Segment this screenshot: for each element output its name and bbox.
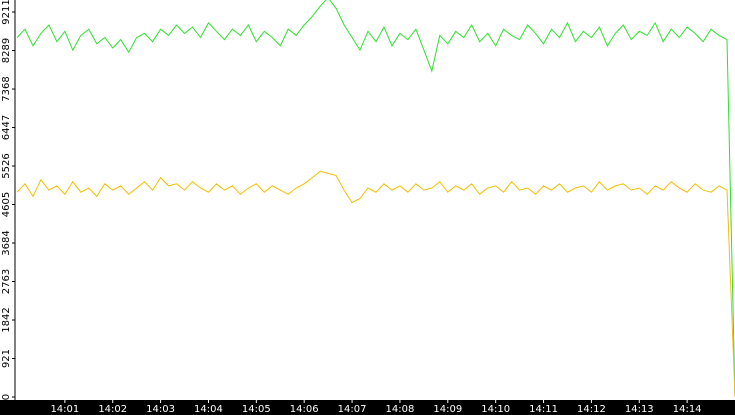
y-tick-label: 921 xyxy=(1,349,12,368)
y-tick-label: 8289 xyxy=(1,38,12,63)
x-tick-label: 14:08 xyxy=(386,404,415,415)
y-tick-label: 7368 xyxy=(1,76,12,101)
y-tick-label: 5526 xyxy=(1,153,12,178)
series-line xyxy=(16,170,735,398)
x-tick-label: 14:03 xyxy=(146,404,175,415)
series-line xyxy=(16,0,735,398)
x-tick-label: 14:02 xyxy=(98,404,127,415)
x-tick-label: 14:06 xyxy=(290,404,319,415)
x-tick-label: 14:12 xyxy=(577,404,606,415)
x-tick-label: 14:10 xyxy=(481,404,510,415)
y-tick-label: 2763 xyxy=(1,269,12,294)
x-tick-label: 14:07 xyxy=(338,404,367,415)
x-axis-band xyxy=(0,400,735,415)
x-tick-label: 14:04 xyxy=(194,404,223,415)
x-tick-label: 14:11 xyxy=(529,404,558,415)
x-tick-label: 14:09 xyxy=(433,404,462,415)
x-tick-label: 14:05 xyxy=(242,404,271,415)
y-tick-label: 0 xyxy=(1,394,12,400)
y-tick-label: 6447 xyxy=(1,115,12,140)
y-tick-label: 1842 xyxy=(1,307,12,332)
y-tick-label: 4605 xyxy=(1,192,12,217)
y-tick-label: 3684 xyxy=(1,230,12,255)
y-tick-label: 9211 xyxy=(1,0,12,25)
x-tick-label: 14:14 xyxy=(673,404,702,415)
x-tick-label: 14:13 xyxy=(625,404,654,415)
x-tick-label: 14:01 xyxy=(50,404,79,415)
